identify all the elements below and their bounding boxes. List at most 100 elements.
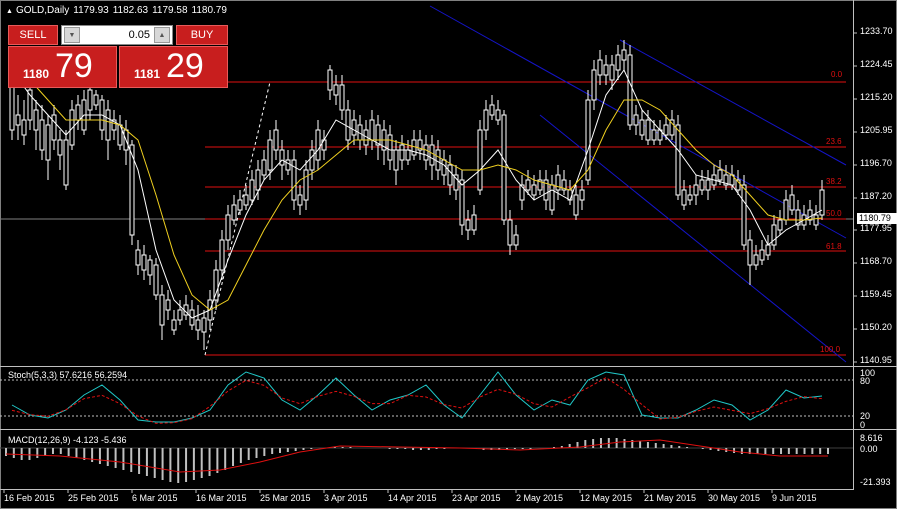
candle-body [165, 299, 171, 311]
candle-body [201, 317, 207, 333]
candle-body [387, 134, 393, 161]
candle-body [609, 64, 615, 81]
price-tick: 1150.20 [860, 322, 892, 332]
candle-body [195, 319, 201, 331]
candle-body [105, 109, 111, 141]
candle-body [345, 109, 351, 141]
candle-body [495, 109, 501, 121]
candle-body [435, 149, 441, 171]
macd-signal-line [5, 439, 828, 473]
macd-label: MACD(12,26,9) -4.123 -5.436 [8, 435, 127, 445]
stoch-axis-tick: 100 [860, 368, 876, 378]
candle-body [483, 109, 489, 131]
candle-body [147, 259, 153, 276]
candle-body [429, 144, 435, 166]
time-tick: 30 May 2015 [708, 493, 761, 503]
candle-body [549, 184, 555, 211]
price-tick: 1205.95 [860, 125, 893, 135]
candle-body [687, 194, 693, 201]
volume-increase-icon[interactable]: ▲ [154, 27, 170, 43]
candle-body [141, 254, 147, 271]
current-price-tag: 1180.79 [857, 213, 897, 224]
candle-body [681, 189, 687, 206]
candle-body [213, 269, 219, 301]
low-value: 1179.58 [152, 5, 188, 16]
candle-body [255, 169, 261, 191]
candle-body [399, 144, 405, 161]
candle-body [297, 194, 303, 206]
candle-body [231, 204, 237, 221]
candle-body [633, 114, 639, 126]
candle-body [531, 184, 537, 196]
candle-body [177, 309, 183, 321]
candle-body [243, 194, 249, 206]
candle-body [537, 179, 543, 191]
candle-body [15, 114, 21, 126]
candle-body [627, 54, 633, 126]
candle-body [153, 264, 159, 296]
candle-body [261, 159, 267, 176]
candle-body [615, 54, 621, 71]
buy-button[interactable]: BUY [176, 25, 228, 45]
volume-decrease-icon[interactable]: ▼ [64, 27, 80, 43]
candle-body [327, 69, 333, 91]
price-tick: 1168.70 [860, 256, 892, 266]
stoch-axis-tick: 20 [860, 411, 871, 421]
candle-body [705, 179, 711, 191]
candle-body [63, 139, 69, 186]
candle-body [735, 179, 741, 191]
ma-slow-line [11, 59, 823, 311]
buy-price-box[interactable]: 1181 29 [119, 46, 228, 88]
candle-body [561, 179, 567, 191]
stoch-label: Stoch(5,3,3) 57.6216 56.2594 [8, 370, 128, 380]
candle-body [765, 244, 771, 256]
candle-body [57, 139, 63, 156]
macd-axis-tick: 8.616 [860, 433, 883, 443]
candle-body [21, 119, 27, 136]
collapse-triangle-icon[interactable]: ▲ [6, 8, 13, 15]
channel-lower-line [539, 114, 847, 363]
time-tick: 16 Feb 2015 [4, 493, 55, 503]
price-tick: 1233.70 [860, 26, 893, 36]
stoch-axis-tick: 80 [860, 376, 871, 386]
candle-body [699, 179, 705, 191]
candle-body [405, 149, 411, 161]
stoch-signal-line [11, 377, 823, 424]
candle-body [129, 144, 135, 236]
fib-label: 100.0 [820, 345, 841, 354]
candle-body [51, 114, 57, 141]
candle-body [87, 89, 93, 111]
candle-body [135, 249, 141, 266]
candle-body [423, 144, 429, 161]
candle-body [717, 169, 723, 181]
candle-body [579, 189, 585, 201]
candle-body [279, 149, 285, 166]
candle-body [807, 209, 813, 221]
sell-price-box[interactable]: 1180 79 [8, 46, 117, 88]
candle-body [291, 159, 297, 201]
candle-body [75, 104, 81, 121]
candle-body [417, 139, 423, 151]
volume-field[interactable]: ▼ 0.05 ▲ [61, 25, 173, 45]
volume-value[interactable]: 0.05 [128, 29, 150, 41]
candle-body [441, 159, 447, 176]
time-tick: 16 Mar 2015 [196, 493, 247, 503]
candle-body [525, 179, 531, 191]
close-value: 1180.79 [191, 5, 227, 16]
symbol-label: GOLD,Daily [15, 5, 70, 16]
candle-body [33, 109, 39, 131]
stoch-axis-tick: 0 [860, 420, 866, 430]
candle-body [693, 184, 699, 196]
candle-body [777, 219, 783, 231]
macd-axis-tick: -21.393 [860, 477, 891, 487]
candle-body [723, 174, 729, 186]
candle-body [309, 149, 315, 171]
candle-body [573, 194, 579, 216]
candle-body [819, 189, 825, 216]
buy-price-pips: 29 [166, 47, 204, 85]
macd-axis-tick: 0.00 [860, 444, 878, 454]
price-tick: 1177.95 [860, 223, 892, 233]
sell-button[interactable]: SELL [8, 25, 58, 45]
